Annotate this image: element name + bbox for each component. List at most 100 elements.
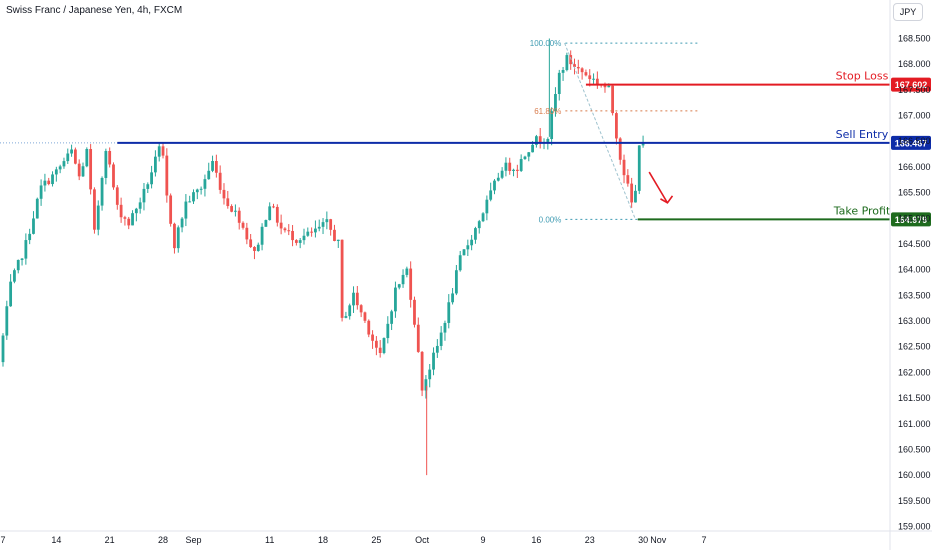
- candle-body: [512, 169, 515, 171]
- candle-body: [615, 113, 618, 139]
- candle-body: [409, 268, 413, 300]
- y-tick-label: 168.000: [898, 59, 931, 69]
- x-tick-label: 7: [702, 535, 707, 545]
- x-tick-label: 21: [105, 535, 115, 545]
- candle-body: [230, 206, 233, 212]
- candle-body: [237, 210, 241, 223]
- stop-loss-price-text: 167.602: [895, 80, 928, 90]
- stop-loss-price-tag: [891, 77, 931, 92]
- candle-body: [565, 55, 569, 71]
- target-arrow-shaft: [648, 171, 669, 204]
- candle-body: [367, 320, 371, 335]
- take-profit-price-tag: [891, 212, 931, 227]
- candle-body: [363, 312, 367, 321]
- candle-body: [184, 201, 188, 219]
- target-arrow-head: [660, 195, 674, 204]
- x-tick-label: 28: [158, 535, 168, 545]
- y-tick-label: 168.500: [898, 34, 931, 44]
- candle-body: [157, 146, 161, 157]
- candle-body: [123, 217, 127, 219]
- candle-body: [188, 201, 192, 203]
- candle-body: [214, 161, 218, 173]
- candle-body: [447, 302, 451, 323]
- candle-body: [165, 155, 169, 196]
- candle-body: [489, 190, 493, 200]
- candle-body: [424, 379, 428, 391]
- candle-body: [150, 172, 153, 185]
- stop-loss-label: Stop Loss: [836, 70, 889, 83]
- candle-body: [108, 150, 112, 165]
- candle-body: [519, 159, 523, 171]
- y-tick-label: 167.000: [898, 111, 931, 121]
- candle-body: [378, 347, 382, 353]
- candle-body: [218, 172, 222, 190]
- candle-body: [630, 183, 634, 203]
- y-tick-label: 166.500: [898, 136, 931, 146]
- candle-body: [508, 162, 512, 171]
- candle-body: [397, 284, 401, 288]
- candle-body: [485, 199, 489, 214]
- candle-body: [211, 161, 214, 171]
- candle-body: [355, 292, 359, 306]
- fib-trend-line: [564, 42, 636, 220]
- candle-body: [20, 258, 24, 260]
- candle-body: [62, 161, 66, 167]
- candle-body: [260, 226, 264, 245]
- candle-body: [73, 149, 77, 164]
- candle-body: [474, 228, 477, 240]
- candle-body: [580, 68, 584, 73]
- candle-body: [77, 163, 81, 177]
- candle-body: [241, 222, 245, 228]
- candle-body: [28, 233, 32, 241]
- fib-level-label: 0.00%: [539, 215, 562, 224]
- candle-body: [500, 170, 504, 178]
- candle-body: [477, 221, 481, 229]
- x-tick-label: 18: [318, 535, 328, 545]
- candle-body: [493, 180, 496, 191]
- candle-body: [131, 213, 134, 226]
- candle-body: [557, 72, 561, 95]
- candle-body: [119, 204, 123, 218]
- sell-entry-price-text: 166.467: [895, 138, 928, 148]
- candles: [1, 38, 645, 476]
- candle-body: [359, 305, 363, 313]
- candle-body: [35, 198, 39, 219]
- candle-body: [352, 292, 355, 306]
- take-profit-price-text: 164.979: [895, 215, 928, 225]
- candle-body: [294, 240, 298, 243]
- candle-body: [481, 213, 485, 222]
- candle-body: [32, 218, 35, 234]
- candle-body: [96, 205, 100, 230]
- candle-body: [458, 255, 462, 271]
- candle-body: [279, 222, 283, 229]
- candle-body: [611, 85, 614, 114]
- candle-body: [272, 206, 275, 208]
- candle-body: [371, 334, 374, 341]
- candle-body: [401, 274, 405, 285]
- candle-body: [344, 316, 348, 318]
- fib-level-label: 61.80%: [534, 107, 561, 116]
- candle-body: [93, 189, 96, 230]
- candle-body: [245, 227, 249, 240]
- candle-body: [112, 164, 115, 188]
- candle-body: [85, 149, 89, 167]
- candle-body: [641, 143, 645, 146]
- candle-body: [115, 187, 119, 205]
- candle-body: [413, 299, 416, 325]
- candle-body: [637, 145, 641, 191]
- candle-body: [622, 159, 626, 176]
- candle-body: [336, 239, 340, 241]
- candle-body: [199, 188, 203, 190]
- candle-body: [394, 287, 397, 312]
- candle-body: [51, 174, 54, 185]
- candle-body: [428, 369, 432, 380]
- candle-body: [249, 239, 253, 248]
- candle-body: [595, 78, 599, 85]
- x-tick-label: 14: [51, 535, 61, 545]
- candle-body: [16, 259, 20, 271]
- y-tick-label: 167.500: [898, 85, 931, 95]
- candle-body: [588, 75, 592, 80]
- y-tick-label: 159.500: [898, 496, 931, 506]
- currency-button[interactable]: JPY: [893, 3, 923, 21]
